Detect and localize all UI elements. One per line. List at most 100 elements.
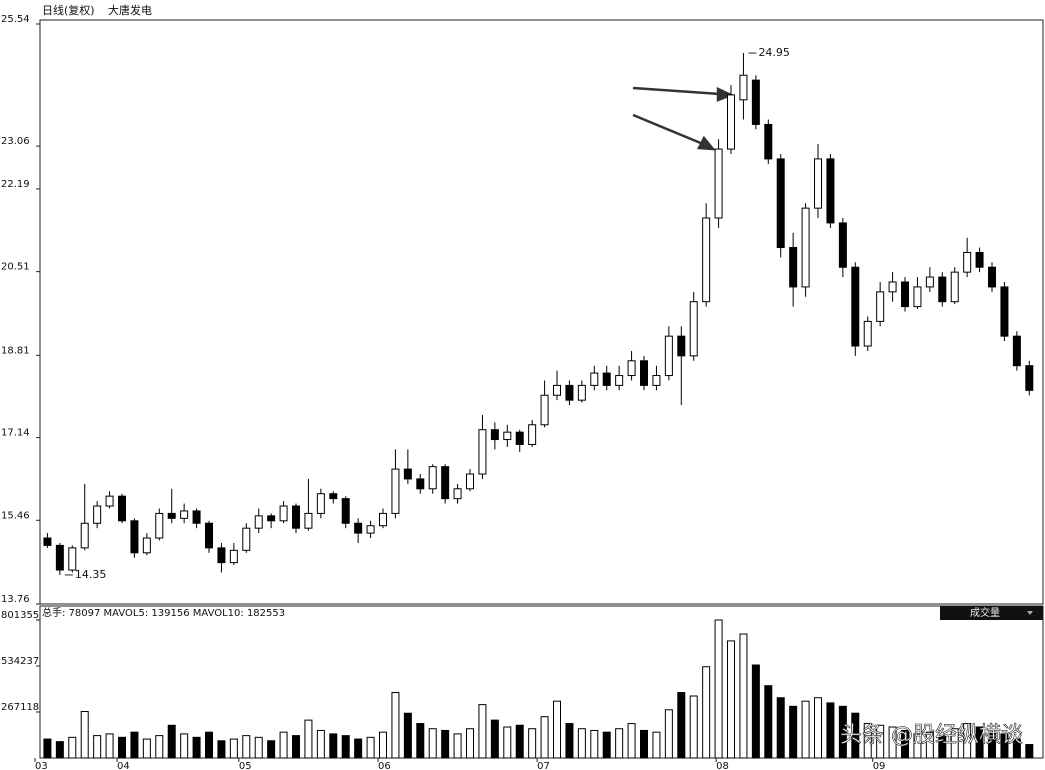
volume-button-label[interactable]: 成交量	[970, 606, 1000, 619]
volume-bar	[702, 666, 711, 759]
volume-bar	[640, 729, 649, 759]
candle-body	[229, 549, 238, 564]
annotation: 14.35	[75, 568, 107, 581]
volume-bar	[714, 619, 723, 759]
candle-body	[789, 247, 798, 288]
candle-body	[55, 544, 64, 571]
chart-subtitle: 大唐发电	[108, 3, 152, 17]
volume-bar	[764, 685, 773, 759]
candle-body	[863, 320, 872, 347]
candle-body	[341, 498, 350, 524]
arrow	[632, 113, 704, 146]
arrow	[632, 86, 721, 96]
candle-body	[1000, 286, 1009, 337]
volume-bar	[118, 736, 127, 759]
volume-bar	[254, 736, 263, 759]
candle-body	[664, 335, 673, 377]
candle-body	[876, 291, 885, 322]
volume-bar	[503, 726, 512, 759]
candle-body	[1025, 365, 1034, 391]
volume-bar	[913, 733, 922, 759]
candle-body	[503, 431, 512, 441]
volume-bar	[155, 735, 164, 759]
volume-bar	[205, 731, 214, 759]
volume-bar	[279, 731, 288, 759]
volume-bar	[167, 724, 176, 759]
volume-bar	[180, 733, 189, 759]
candle-body	[565, 384, 574, 401]
candle-body	[938, 276, 947, 303]
candle-body	[826, 158, 835, 224]
candle-body	[515, 431, 524, 445]
volume-bar	[379, 731, 388, 759]
candle-body	[453, 488, 462, 500]
volume-bar	[938, 735, 947, 759]
volume-bar	[341, 735, 350, 759]
candle-body	[155, 512, 164, 539]
candle-body	[118, 495, 127, 522]
volume-bar	[553, 700, 562, 759]
candle-body	[391, 468, 400, 514]
volume-bar	[975, 726, 984, 759]
y-tick-label: 23.06	[1, 136, 30, 147]
candle-body	[254, 515, 263, 529]
candle-body	[975, 251, 984, 268]
candle-body	[540, 394, 549, 426]
volume-bar	[590, 729, 599, 759]
volume-bar	[838, 705, 847, 759]
volume-bar	[242, 735, 251, 759]
volume-bar	[652, 731, 661, 759]
candle-body	[714, 148, 723, 219]
candle-body	[93, 505, 102, 524]
volume-bar	[453, 733, 462, 759]
price-frame	[39, 19, 1044, 605]
candle-body	[478, 429, 487, 475]
volume-bar	[664, 709, 673, 759]
candle-body	[901, 281, 910, 308]
candle-body	[68, 547, 77, 571]
candle-body	[217, 547, 226, 564]
candle-body	[988, 266, 997, 288]
volume-bar	[739, 633, 748, 759]
candle-body	[180, 510, 189, 519]
volume-bar	[43, 738, 52, 759]
volume-bar	[577, 728, 586, 759]
candle-body	[354, 522, 363, 534]
candle-body	[329, 493, 338, 500]
volume-bar	[515, 724, 524, 759]
y-tick-label: 25.54	[1, 14, 30, 25]
volume-bar	[304, 719, 313, 759]
y-tick-label: 18.81	[1, 345, 30, 356]
volume-bar	[192, 736, 201, 759]
volume-bar	[963, 723, 972, 759]
volume-bar	[826, 702, 835, 759]
candle-body	[279, 505, 288, 522]
y-tick-label: 15.46	[1, 510, 30, 521]
candle-body	[242, 527, 251, 551]
candle-body	[913, 286, 922, 308]
candle-body	[192, 510, 201, 524]
volume-bar	[316, 729, 325, 759]
annotation: 24.95	[758, 46, 790, 59]
y-tick-label: 534237	[1, 656, 39, 667]
candle-body	[739, 74, 748, 101]
volume-bar	[68, 736, 77, 759]
volume-bar	[1025, 744, 1034, 759]
candle-body	[702, 217, 711, 303]
candle-body	[1012, 335, 1021, 367]
volume-bar	[677, 692, 686, 759]
volume-bar	[851, 712, 860, 759]
volume-bar	[1000, 733, 1009, 759]
volume-bar	[565, 723, 574, 759]
candle-body	[851, 266, 860, 347]
x-tick-label: 08	[716, 761, 729, 770]
volume-bar	[876, 724, 885, 759]
candle-body	[466, 473, 475, 490]
volume-bar	[727, 640, 736, 759]
volume-bar	[925, 731, 934, 759]
candle-body	[267, 515, 276, 522]
candle-body	[963, 251, 972, 273]
volume-button[interactable]	[940, 606, 1043, 620]
x-tick-label: 05	[239, 761, 252, 770]
